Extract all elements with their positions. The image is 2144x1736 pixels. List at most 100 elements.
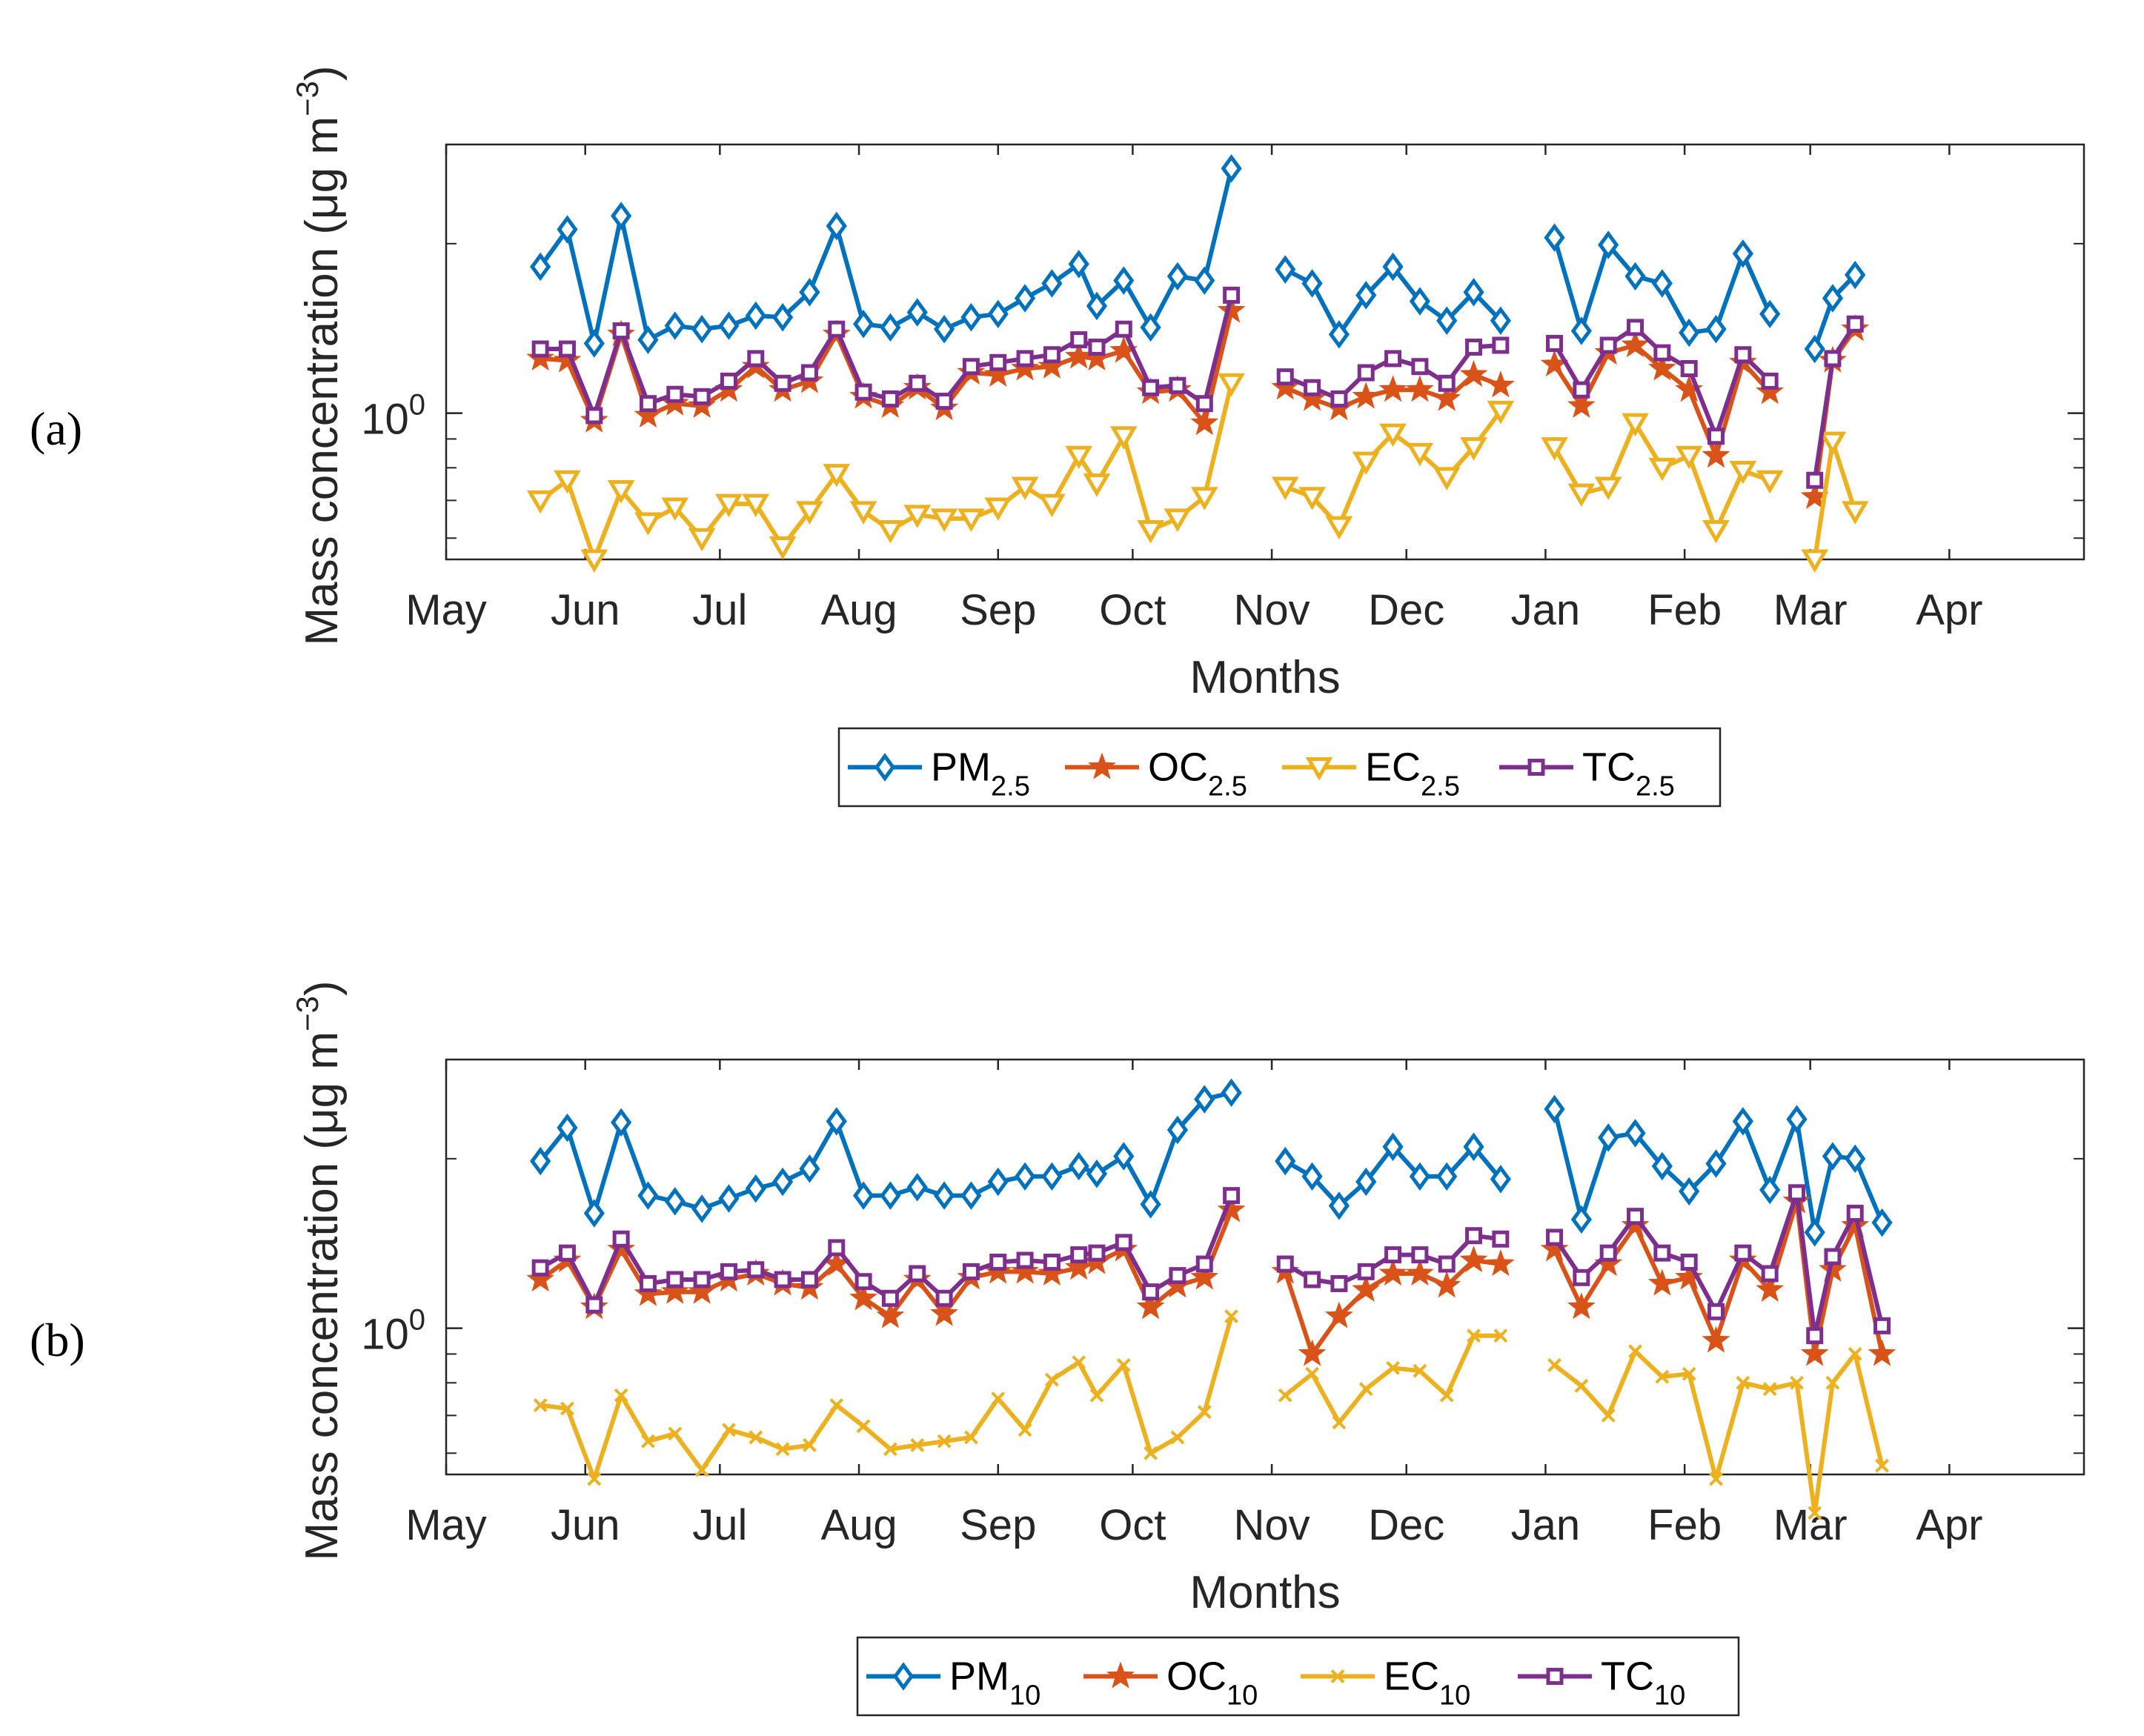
data-point [1068, 1151, 1089, 1181]
x-tick-label: Nov [1234, 586, 1310, 634]
data-point [963, 1430, 978, 1445]
data-point [1352, 382, 1381, 409]
x-tick-label: Dec [1368, 586, 1444, 634]
data-point [1298, 487, 1326, 511]
data-point [1166, 1115, 1189, 1145]
data-point [720, 1263, 737, 1280]
data-point [909, 1265, 926, 1283]
data-point [775, 1442, 790, 1457]
data-point [1705, 1149, 1727, 1178]
data-point [826, 211, 847, 241]
data-point [614, 1388, 628, 1403]
data-point [1088, 339, 1106, 356]
data-point [1573, 1268, 1590, 1286]
data-point [1594, 476, 1622, 501]
data-point [1169, 376, 1186, 394]
data-point [1651, 1151, 1673, 1181]
data-point [531, 340, 549, 358]
data-point [800, 1271, 818, 1288]
data-point [803, 1438, 817, 1452]
data-point [1702, 1326, 1730, 1353]
x-tick-label: Jan [1511, 1501, 1581, 1549]
data-point [1463, 1132, 1484, 1161]
data-point [1679, 1177, 1700, 1206]
data-point [1070, 331, 1088, 349]
data-point [585, 407, 603, 425]
data-point [558, 1244, 576, 1262]
data-point [849, 501, 877, 525]
data-point [1217, 296, 1246, 323]
data-point [881, 390, 899, 408]
data-point [1845, 260, 1866, 290]
data-point [1544, 223, 1565, 252]
data-point [852, 310, 874, 339]
data-point [1325, 516, 1353, 540]
data-point [637, 325, 659, 354]
data-point [1845, 1144, 1866, 1174]
data-point [1734, 346, 1752, 364]
data-point [1732, 1107, 1753, 1136]
data-point [1438, 374, 1456, 392]
data-point [1109, 426, 1138, 450]
data-point [1144, 1446, 1158, 1460]
data-point [828, 320, 846, 338]
data-point [661, 497, 689, 521]
data-point [930, 508, 958, 532]
data-point [526, 490, 554, 514]
data-point [1627, 1208, 1644, 1225]
data-point [829, 1398, 844, 1412]
data-point [1653, 1244, 1671, 1262]
data-point [1330, 1274, 1348, 1292]
data-point [1301, 1162, 1323, 1191]
data-point [1194, 1085, 1215, 1114]
data-point [558, 340, 576, 358]
data-point [1275, 255, 1296, 284]
data-point [1573, 381, 1590, 399]
data-point [1846, 315, 1864, 333]
legend-marker [1330, 1669, 1345, 1683]
data-point [877, 519, 904, 544]
data-point [1680, 1254, 1698, 1271]
data-point [1411, 1246, 1429, 1264]
data-point [634, 512, 662, 536]
data-point [1304, 379, 1321, 396]
data-point [1384, 350, 1402, 368]
data-point [1140, 1190, 1161, 1219]
data-point [987, 1167, 1009, 1197]
data-point [1304, 1271, 1321, 1288]
data-point [989, 1254, 1007, 1271]
data-point [1804, 1218, 1825, 1247]
data-point [1278, 1388, 1292, 1403]
data-point [607, 480, 635, 504]
data-point [1064, 342, 1093, 369]
series-ec25 [526, 373, 1869, 573]
x-tick-label: Oct [1099, 1501, 1166, 1549]
data-point [1064, 1253, 1093, 1280]
data-point [1492, 1230, 1510, 1248]
data-point [1038, 1259, 1066, 1286]
data-point [1328, 320, 1350, 349]
data-point [906, 1173, 928, 1202]
data-point [1574, 1379, 1589, 1393]
data-point [1221, 154, 1242, 183]
data-point [1682, 1366, 1696, 1381]
data-point [585, 1296, 603, 1314]
data-point [1729, 460, 1757, 485]
data-point [1546, 335, 1564, 353]
data-point [1786, 1105, 1808, 1134]
data-point [1756, 470, 1784, 494]
data-point [718, 1184, 740, 1213]
data-point [715, 493, 743, 518]
data-point [1761, 1265, 1779, 1283]
data-point [774, 1271, 791, 1288]
data-point [557, 1113, 578, 1143]
data-point [693, 1271, 711, 1288]
data-point [906, 298, 928, 327]
data-point [854, 383, 872, 401]
data-point [1070, 1246, 1088, 1264]
data-point [1142, 1283, 1160, 1301]
data-point [1680, 359, 1698, 377]
data-point [1599, 336, 1617, 354]
data-point [749, 1430, 763, 1445]
x-tick-label: Aug [820, 586, 897, 634]
